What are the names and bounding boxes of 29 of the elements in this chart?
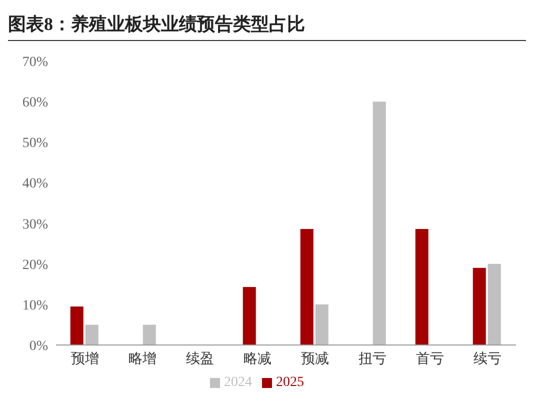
y-tick-label: 20%: [22, 258, 48, 273]
x-tick-label: 首亏: [416, 350, 444, 367]
bar: [488, 264, 501, 345]
x-tick-label: 略减: [243, 350, 272, 367]
bar: [372, 102, 386, 345]
x-tick-label: 预增: [70, 350, 99, 367]
y-tick-label: 70%: [22, 54, 48, 70]
x-tick-label: 续亏: [473, 350, 502, 367]
x-tick-label: 略增: [128, 350, 156, 367]
x-tick-label: 扭亏: [358, 350, 386, 367]
legend-label: 2024: [224, 375, 252, 390]
y-tick-label: 40%: [22, 176, 48, 192]
bar: [300, 228, 314, 345]
chart-title: 图表8：养殖业板块业绩预告类型占比: [8, 8, 526, 41]
bar: [315, 304, 328, 345]
y-tick-label: 60%: [22, 96, 48, 111]
legend-label: 2025: [276, 375, 304, 390]
bar: [85, 324, 98, 345]
x-tick-label: 续盈: [186, 350, 214, 367]
bar: [472, 268, 486, 345]
y-tick-label: 30%: [22, 217, 48, 232]
bar: [70, 306, 84, 345]
y-tick-label: 0%: [29, 338, 48, 354]
x-tick-label: 预减: [300, 350, 329, 367]
bar: [415, 228, 428, 345]
bar: [142, 324, 156, 345]
bar: [242, 286, 256, 345]
y-tick-label: 10%: [22, 298, 48, 314]
y-tick-label: 50%: [22, 136, 48, 152]
